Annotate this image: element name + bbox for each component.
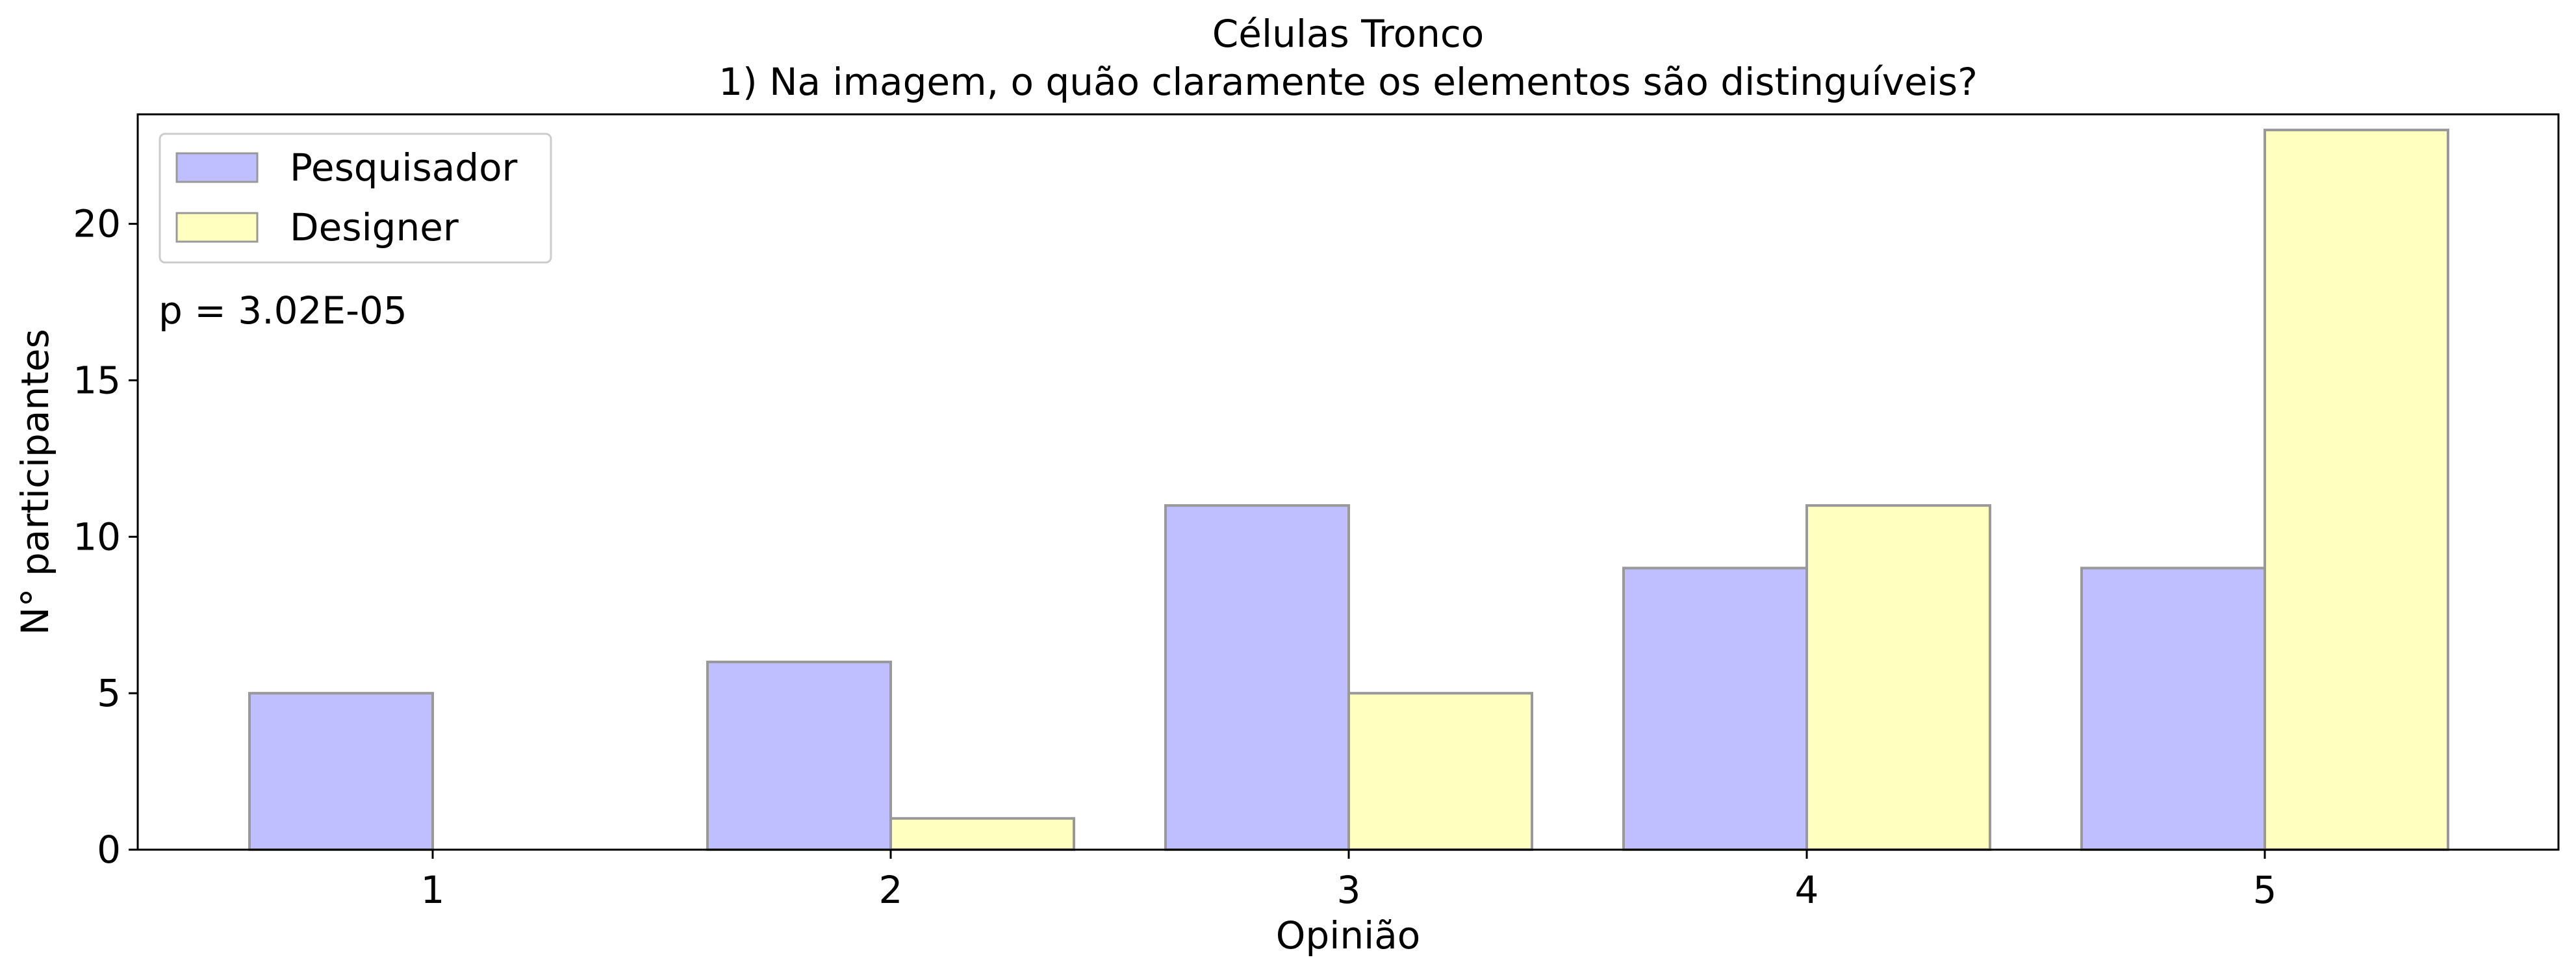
bar-pesquisador-4 [1622,566,1808,851]
legend-label-designer: Designer [290,205,459,249]
y-axis-label: N° participantes [13,329,57,635]
axes-layer: 0 5 10 15 20 1 2 3 4 5 [73,113,2560,912]
y-tick-label: 15 [73,358,121,402]
legend-swatch-pesquisador [175,152,259,183]
bar-designer-4 [1805,504,1991,851]
x-tick-label: 5 [2253,868,2277,912]
x-axis-label: Opinião [1276,913,1420,958]
legend: Pesquisador Designer [159,133,552,264]
y-tick-label: 10 [73,514,121,559]
chart-title: Células Tronco [1212,12,1484,56]
bar-designer-2 [889,817,1075,852]
bar-pesquisador-5 [2080,566,2266,851]
x-tick-label: 4 [1795,868,1819,912]
bar-pesquisador-3 [1164,504,1350,851]
x-tick-label: 2 [879,868,903,912]
p-value-annotation: p = 3.02E-05 [159,288,407,333]
y-tick-label: 20 [73,202,121,246]
bar-pesquisador-1 [248,692,434,851]
x-tick-label: 3 [1337,868,1361,912]
y-tick-label: 5 [97,671,121,715]
chart-subtitle: 1) Na imagem, o quão claramente os eleme… [719,60,1978,104]
bar-designer-5 [2264,129,2449,852]
legend-swatch-designer [175,212,259,243]
x-tick-label: 1 [421,868,445,912]
bar-designer-3 [1347,692,1533,851]
bars-layer [248,129,2449,852]
legend-label-pesquisador: Pesquisador [290,146,518,190]
bar-pesquisador-2 [706,660,892,851]
y-tick-label: 0 [97,828,121,872]
